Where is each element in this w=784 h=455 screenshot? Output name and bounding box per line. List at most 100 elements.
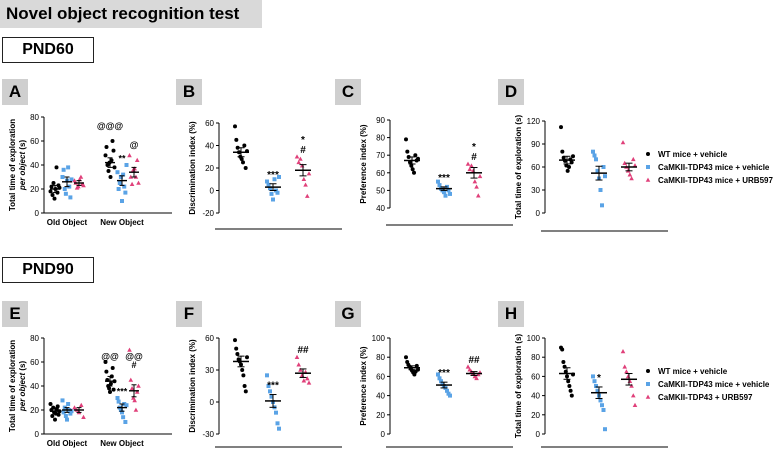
panel-b-point (233, 124, 237, 129)
panel-e-point (48, 402, 53, 406)
panel-c-y-tick-label: 70 (376, 151, 385, 160)
panel-e-y-tick-label: 80 (30, 334, 39, 343)
panel-c-point (436, 179, 440, 184)
panel-e-point (118, 408, 123, 412)
panel-c-annotation: # (471, 152, 477, 163)
panel-h-point (591, 374, 595, 379)
panel-letter-d: D (498, 79, 524, 105)
panel-e-point (134, 389, 140, 394)
panel-a-point (50, 193, 55, 197)
panel-a-point (60, 175, 65, 179)
legend-0-marker (646, 165, 650, 169)
panel-a-point (118, 175, 123, 179)
panel-b-point (234, 137, 239, 142)
panel-letter-text: B (182, 82, 196, 101)
panel-g-annotation: ## (468, 355, 480, 366)
panel-c-point (469, 163, 474, 168)
panel-f-y-tick-label: 30 (205, 366, 214, 375)
panel-f-point (243, 389, 248, 394)
panel-e-annotation: @@ (125, 352, 143, 362)
panel-h-point (592, 379, 597, 384)
panel-b-point (277, 175, 281, 179)
panel-a-point (120, 199, 124, 203)
panel-b-point (303, 182, 308, 187)
panel-g-point (416, 367, 420, 372)
panel-b-point (294, 154, 300, 159)
panel-g-point (437, 376, 442, 381)
legend-0-marker (645, 177, 651, 182)
panel-e-point (78, 402, 84, 407)
panel-f-point (242, 384, 247, 388)
panel-e-point (129, 386, 135, 391)
panel-e-point (68, 411, 73, 416)
panel-a-point (122, 184, 127, 189)
panel-b-annotation: # (300, 145, 306, 156)
panel-b-point (266, 182, 271, 187)
panel-b-y-tick-label: 0 (210, 187, 215, 196)
legend-1-entry: CaMKII-TDP43 + URB597 (658, 393, 753, 402)
panel-e-point (123, 420, 128, 424)
panel-e-point (103, 360, 108, 364)
panel-d-point (561, 155, 566, 160)
panel-a-point (51, 181, 56, 185)
panel-c-point (412, 170, 416, 175)
panel-e-y-tick-label: 60 (30, 358, 39, 367)
panel-c-point (475, 193, 481, 198)
panel-f-point (240, 368, 245, 372)
panel-d-y-tick-label: 120 (527, 117, 541, 126)
panel-d-y-tick-label: 90 (531, 140, 540, 149)
panel-h-point (568, 388, 573, 393)
panel-e-point (104, 369, 109, 374)
panel-c-y-tick-label: 90 (376, 116, 385, 125)
panel-e-point (116, 399, 121, 404)
panel-letter-text: G (341, 304, 355, 323)
panel-f-point (268, 389, 272, 394)
panel-c-point (465, 161, 471, 166)
panel-d-point (594, 157, 598, 162)
panel-c-point (408, 160, 412, 165)
panel-c-point (446, 188, 451, 193)
panel-e-y-tick-label: 0 (35, 430, 40, 439)
panel-h-point (630, 393, 636, 398)
panel-d-y-tick-label: 60 (531, 163, 540, 172)
panel-e-point (72, 405, 77, 410)
panel-c-point (477, 173, 483, 179)
panel-f-point (274, 410, 278, 415)
panel-e-point (53, 417, 57, 422)
panel-e-point (56, 412, 61, 417)
panel-e-point (110, 366, 115, 370)
panel-b-point (271, 197, 275, 202)
panel-f-point (301, 378, 307, 383)
panel-e-point (124, 403, 129, 408)
panel-b-y-tick-label: -20 (202, 209, 214, 218)
panel-h-point (603, 427, 607, 432)
panel-g-point (474, 375, 479, 381)
panel-a-point (78, 174, 84, 179)
panel-g-y-tick-label: 60 (376, 372, 385, 381)
panel-a-point (117, 181, 122, 185)
panel-a-point (121, 172, 126, 177)
panel-c-point (442, 190, 446, 195)
panel-letter-c: C (335, 79, 361, 105)
panel-e-point (120, 410, 124, 415)
panel-d-point (622, 160, 628, 165)
panel-d-point (632, 163, 638, 168)
panel-e-point (121, 415, 126, 420)
panel-a-point (108, 175, 113, 179)
panel-f-point (234, 346, 239, 351)
panel-h-point (601, 408, 606, 412)
panel-letter-a: A (2, 79, 28, 105)
panel-c-y-tick-label: 50 (376, 186, 385, 195)
panel-b-point (269, 191, 274, 196)
panel-f-point (233, 338, 237, 343)
panel-d-point (630, 156, 636, 162)
section-label-text: PND60 (22, 41, 74, 58)
panel-g-point (436, 372, 440, 377)
panel-a-point (124, 163, 129, 167)
panel-b-point (304, 193, 310, 198)
legend-1-entry: WT mice + vehicle (658, 367, 728, 376)
panel-g-y-tick-label: 0 (381, 430, 386, 439)
panel-a-point (123, 190, 128, 195)
panel-f-point (277, 426, 281, 431)
panel-d-point (560, 149, 565, 154)
